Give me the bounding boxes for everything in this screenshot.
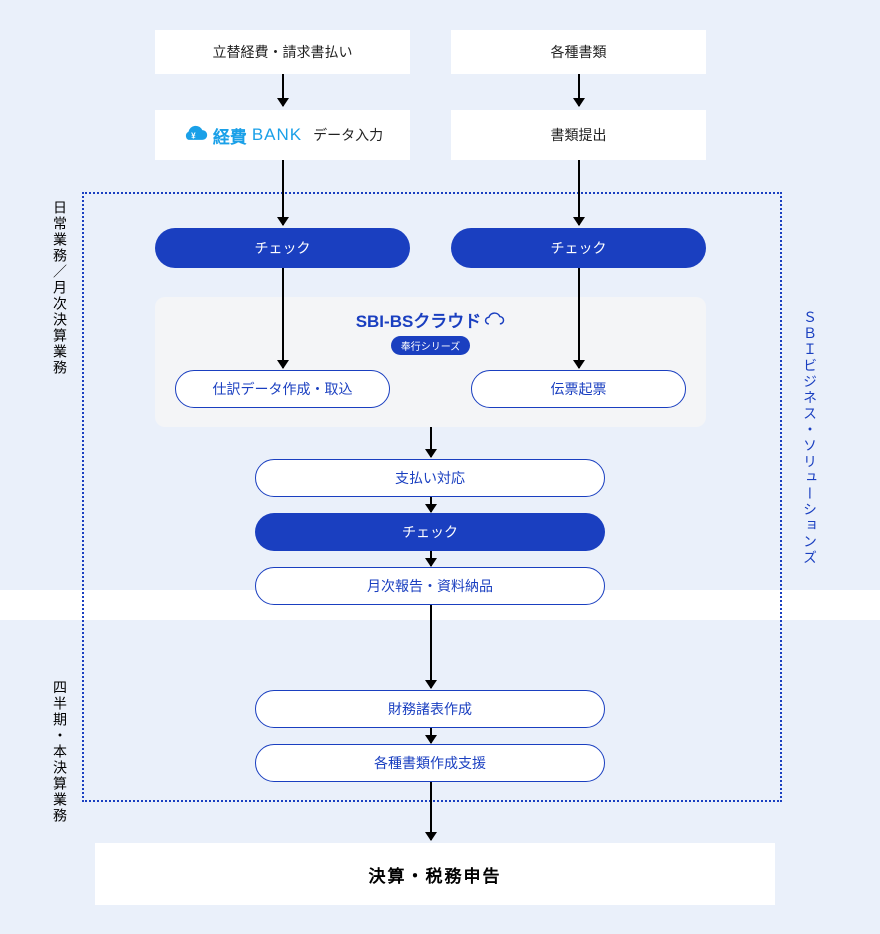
sbi-logo-text-2: クラウド bbox=[413, 307, 481, 332]
arrow-down bbox=[282, 74, 284, 106]
node-submit-docs: 書類提出 bbox=[451, 110, 706, 160]
node-settlement-tax: 決算・税務申告 bbox=[95, 843, 775, 905]
keihi-bank-logo: ¥ 経費BANK データ入力 bbox=[182, 123, 383, 148]
node-doc-support: 各種書類作成支援 bbox=[255, 744, 605, 782]
node-monthly-report: 月次報告・資料納品 bbox=[255, 567, 605, 605]
keihi-text-2: BANK bbox=[252, 125, 302, 145]
bugyou-series-badge: 奉行シリーズ bbox=[391, 336, 471, 355]
arrow-down bbox=[430, 605, 432, 688]
arrow-down bbox=[578, 160, 580, 225]
node-payment: 支払い対応 bbox=[255, 459, 605, 497]
node-expense-invoice: 立替経費・請求書払い bbox=[155, 30, 410, 74]
arrow-down bbox=[430, 728, 432, 743]
arrow-down bbox=[430, 551, 432, 566]
keihi-text-1: 経費 bbox=[213, 123, 247, 148]
sbi-logo-text-1: SBI-BS bbox=[356, 312, 414, 332]
node-check-center: チェック bbox=[255, 513, 605, 551]
section-label-sbi: ＳＢＩビジネス・ソリューションズ bbox=[800, 310, 820, 566]
cloud-outline-icon bbox=[483, 312, 505, 332]
arrow-down bbox=[430, 427, 432, 457]
node-financial-statements: 財務諸表作成 bbox=[255, 690, 605, 728]
svg-text:¥: ¥ bbox=[191, 131, 196, 140]
node-check-right: チェック bbox=[451, 228, 706, 268]
arrow-down bbox=[578, 74, 580, 106]
node-keihi-bank: ¥ 経費BANK データ入力 bbox=[155, 110, 410, 160]
node-voucher: 伝票起票 bbox=[471, 370, 686, 408]
arrow-down bbox=[430, 782, 432, 840]
cloud-yen-icon: ¥ bbox=[182, 125, 208, 145]
arrow-down bbox=[430, 497, 432, 512]
node-documents: 各種書類 bbox=[451, 30, 706, 74]
arrow-down bbox=[578, 268, 580, 368]
arrow-down bbox=[282, 160, 284, 225]
keihi-suffix: データ入力 bbox=[313, 125, 383, 145]
node-check-left: チェック bbox=[155, 228, 410, 268]
section-label-quarter: 四半期・本決算業務 bbox=[50, 680, 70, 824]
sbi-cloud-logo: SBI-BS クラウド 奉行シリーズ bbox=[155, 297, 706, 355]
node-journal-data: 仕訳データ作成・取込 bbox=[175, 370, 390, 408]
arrow-down bbox=[282, 268, 284, 368]
section-label-daily: 日常業務／月次決算業務 bbox=[50, 200, 70, 376]
diagram-root: 日常業務／月次決算業務 四半期・本決算業務 ＳＢＩビジネス・ソリューションズ 立… bbox=[0, 0, 880, 934]
